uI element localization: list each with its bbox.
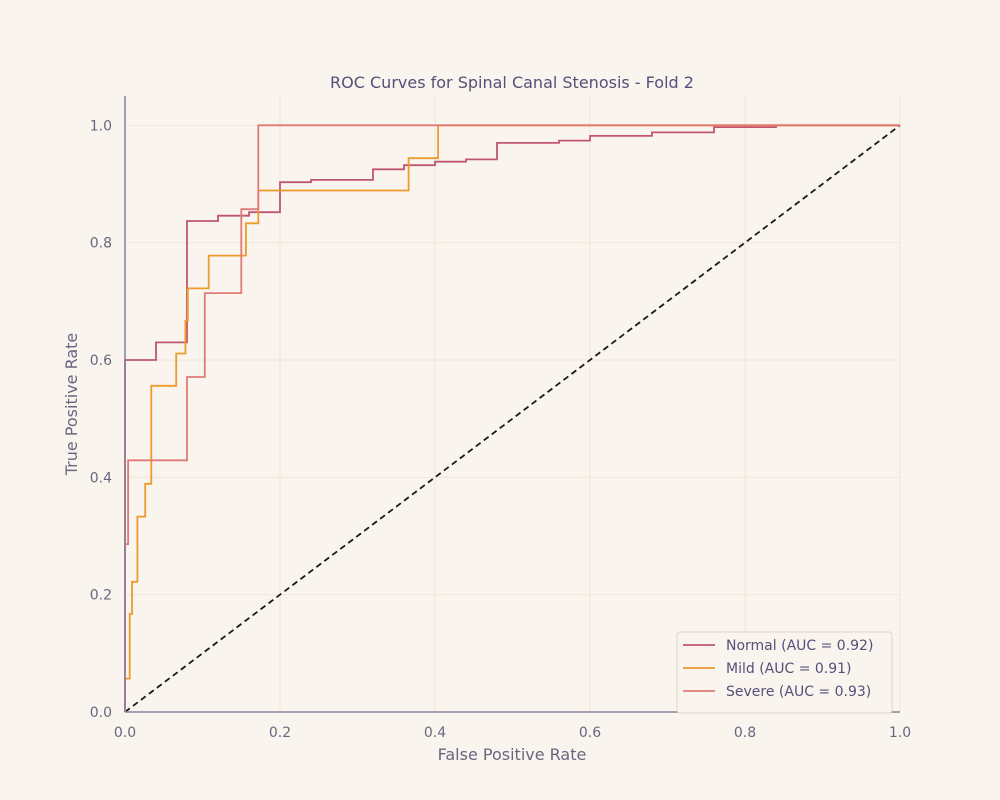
y-tick-label: 0.2 [90, 588, 112, 604]
y-tick-label: 0.8 [90, 236, 112, 252]
series-layer [124, 124, 900, 712]
legend: Normal (AUC = 0.92) Mild (AUC = 0.91) Seve… [676, 631, 893, 714]
y-tick-label: 1.0 [90, 118, 112, 134]
roc-line-severe [125, 124, 900, 546]
x-tick-label: 1.0 [889, 725, 911, 741]
legend-label-severe: Severe (AUC = 0.93) [726, 684, 871, 700]
legend-label-normal: Normal (AUC = 0.92) [726, 638, 873, 654]
y-axis-label: True Positive Rate [62, 333, 81, 477]
grid [124, 96, 901, 713]
roc-line-normal [124, 124, 900, 712]
y-tick-label: 0.4 [90, 470, 112, 486]
roc-line-mild [125, 124, 900, 680]
reference-line-layer [124, 124, 901, 713]
x-axis-label: False Positive Rate [438, 745, 587, 764]
y-tick-label: 0.0 [90, 705, 112, 721]
x-tick-label: 0.8 [734, 725, 756, 741]
x-tick-label: 0.6 [579, 725, 601, 741]
chance-reference-line [124, 124, 901, 713]
tick-labels: 0.0 0.2 0.4 0.6 0.8 1.0 0.0 0.2 0.4 0.6 0.8 1.0 [90, 118, 911, 741]
legend-label-mild: Mild (AUC = 0.91) [726, 661, 852, 677]
chart-title: ROC Curves for Spinal Canal Stenosis - F… [330, 73, 694, 92]
axes [124, 96, 900, 713]
x-tick-label: 0.4 [424, 725, 446, 741]
y-tick-label: 0.6 [90, 353, 112, 369]
x-tick-label: 0.0 [114, 725, 136, 741]
x-tick-label: 0.2 [269, 725, 291, 741]
legend-box [676, 631, 893, 714]
